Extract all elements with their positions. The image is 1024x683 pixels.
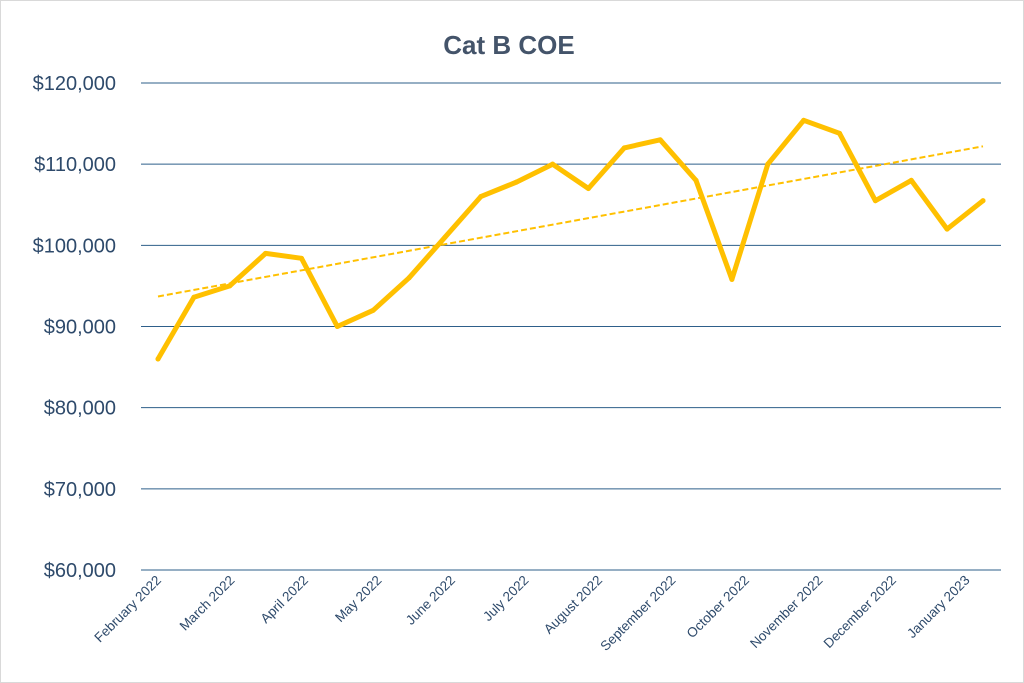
y-tick-label: $100,000 bbox=[33, 235, 116, 257]
data-point bbox=[621, 145, 627, 151]
x-tick-label: March 2022 bbox=[177, 573, 238, 634]
data-point bbox=[801, 117, 807, 123]
series bbox=[155, 117, 986, 362]
series-line bbox=[155, 117, 986, 362]
data-point bbox=[370, 307, 376, 313]
x-tick-label: June 2022 bbox=[403, 573, 458, 628]
data-point bbox=[765, 161, 771, 167]
data-point bbox=[478, 194, 484, 200]
x-axis: February 2022 March 2022 April 2022 May 202… bbox=[91, 573, 972, 654]
data-point bbox=[657, 137, 663, 143]
y-tick-label: $90,000 bbox=[44, 317, 116, 339]
y-tick-label: $70,000 bbox=[44, 479, 116, 501]
data-point bbox=[585, 186, 591, 192]
data-point bbox=[944, 226, 950, 232]
gridlines bbox=[141, 82, 1001, 571]
y-axis: $60,000 $70,000 $80,000 $90,000 $100,000 $110… bbox=[33, 73, 116, 582]
x-tick-label: August 2022 bbox=[541, 573, 605, 637]
y-tick-label: $120,000 bbox=[33, 73, 116, 95]
data-point bbox=[334, 324, 340, 329]
data-point bbox=[263, 250, 269, 256]
trendline-line bbox=[157, 145, 984, 298]
data-point bbox=[980, 198, 986, 204]
data-point bbox=[908, 177, 914, 183]
data-point bbox=[550, 161, 556, 167]
data-point bbox=[191, 294, 197, 300]
x-tick-label: November 2022 bbox=[747, 573, 826, 652]
data-point bbox=[729, 276, 735, 282]
data-point bbox=[872, 198, 878, 204]
data-point bbox=[298, 255, 304, 261]
x-tick-label: February 2022 bbox=[91, 573, 164, 646]
x-tick-label: January 2023 bbox=[904, 573, 972, 641]
data-point bbox=[514, 179, 520, 185]
x-tick-label: September 2022 bbox=[597, 573, 678, 654]
y-tick-label: $60,000 bbox=[44, 560, 116, 582]
x-tick-label: April 2022 bbox=[258, 573, 312, 627]
data-point bbox=[406, 275, 412, 281]
data-point bbox=[837, 130, 843, 136]
data-point bbox=[155, 356, 161, 362]
x-tick-label: December 2022 bbox=[821, 573, 900, 652]
data-point bbox=[442, 234, 448, 240]
trendline bbox=[157, 145, 984, 298]
data-point bbox=[227, 283, 233, 289]
x-tick-label: May 2022 bbox=[332, 573, 385, 626]
y-tick-label: $110,000 bbox=[34, 154, 116, 176]
x-tick-label: July 2022 bbox=[480, 573, 531, 624]
chart-title: Cat B COE bbox=[443, 30, 574, 60]
data-point bbox=[693, 177, 699, 183]
y-tick-label: $80,000 bbox=[44, 398, 116, 420]
x-tick-label: October 2022 bbox=[684, 573, 752, 641]
